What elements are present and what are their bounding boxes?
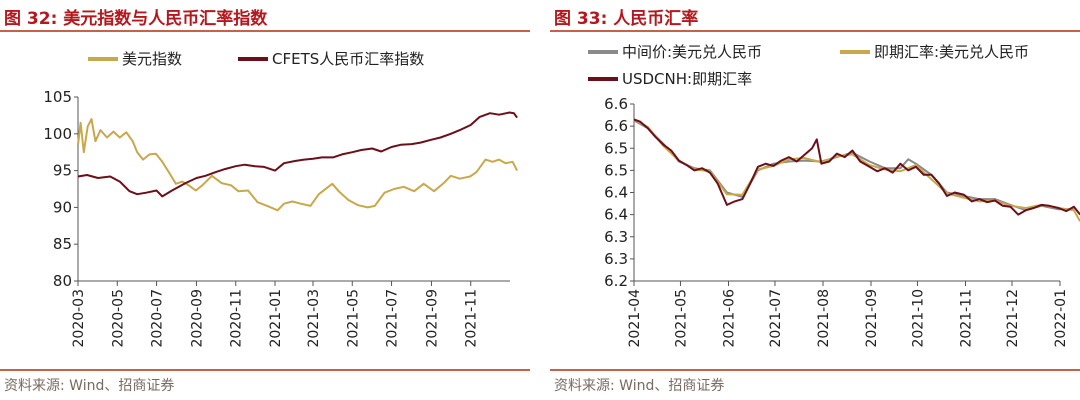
source-rule: [0, 369, 530, 371]
legend-label: 美元指数: [122, 50, 182, 68]
x-tick-label: 2021-09: [424, 289, 440, 348]
chart-panel-left: 图 32: 美元指数与人民币汇率指数 80 85 90 95 100 105 2020-03…: [0, 0, 530, 400]
y-tick-label: 6.3: [604, 228, 628, 246]
y-tick-label: 105: [43, 88, 72, 106]
rmb-exchange-rate-chart: 6.2 6.3 6.3 6.4 6.4 6.5 6.5 6.6 6.6 2021-04 2021-0…: [588, 43, 1080, 348]
title-rule: [550, 30, 1080, 32]
y-tick-label: 6.2: [604, 272, 628, 290]
y-tick-label: 6.5: [604, 139, 628, 157]
x-tick-label: 2020-07: [150, 289, 166, 348]
x-tick-label: 2020-03: [71, 289, 87, 348]
x-tick-label: 2020-11: [229, 289, 245, 348]
chart-title: 图 33: 人民币汇率: [554, 9, 699, 29]
x-tick-label: 2021-04: [627, 289, 643, 348]
y-tick-label: 6.3: [604, 250, 628, 268]
x-tick-label: 2021-07: [768, 289, 784, 348]
chart-panel-right: 图 33: 人民币汇率 6.2 6.3 6.3 6.4 6.4 6.5 6.5 6.6 6.6 2…: [550, 0, 1080, 400]
series-line: [77, 118, 518, 212]
x-tick-label: 2021-05: [345, 289, 361, 348]
y-tick-label: 95: [53, 162, 72, 180]
y-tick-label: 100: [43, 125, 72, 143]
x-tick-label: 2021-10: [910, 289, 926, 348]
source-rule: [550, 369, 1080, 371]
dxy-cfets-chart: 80 85 90 95 100 105 2020-03 2020-05 2020-07 2020-…: [43, 50, 518, 348]
x-tick-label: 2021-12: [1005, 289, 1021, 348]
legend-label: CFETS人民币汇率指数: [272, 50, 424, 68]
title-rule: [0, 30, 530, 32]
x-tick-label: 2020-09: [189, 289, 205, 348]
y-tick-label: 6.4: [604, 184, 628, 202]
y-tick-label: 6.4: [604, 206, 628, 224]
chart-title: 图 32: 美元指数与人民币汇率指数: [4, 9, 268, 29]
y-tick-label: 80: [53, 272, 72, 290]
series-line: [633, 119, 1074, 212]
source-note: 资料来源: Wind、招商证券: [4, 378, 175, 394]
x-tick-label: 2020-05: [110, 289, 126, 348]
x-tick-label: 2021-11: [464, 289, 480, 348]
legend-label: 即期汇率:美元兑人民币: [874, 43, 1029, 61]
x-tick-label: 2021-11: [959, 289, 975, 348]
x-tick-label: 2021-05: [673, 289, 689, 348]
y-tick-label: 6.5: [604, 161, 628, 179]
x-tick-label: 2021-07: [385, 289, 401, 348]
series-line: [633, 118, 1080, 216]
source-note: 资料来源: Wind、招商证券: [554, 378, 725, 394]
y-tick-label: 6.6: [604, 117, 628, 135]
y-tick-label: 6.6: [604, 95, 628, 113]
x-tick-label: 2022-01: [1053, 289, 1069, 348]
y-tick-label: 90: [53, 198, 72, 216]
x-tick-label: 2021-08: [816, 289, 832, 348]
x-tick-label: 2021-06: [721, 289, 737, 348]
y-tick-label: 85: [53, 235, 72, 253]
x-tick-label: 2021-01: [268, 289, 284, 348]
series-line: [77, 111, 518, 198]
legend-label: USDCNH:即期汇率: [622, 70, 752, 88]
legend-label: 中间价:美元兑人民币: [622, 43, 762, 61]
x-tick-label: 2021-09: [864, 289, 880, 348]
x-tick-label: 2021-03: [306, 289, 322, 348]
series-line: [633, 118, 1080, 222]
